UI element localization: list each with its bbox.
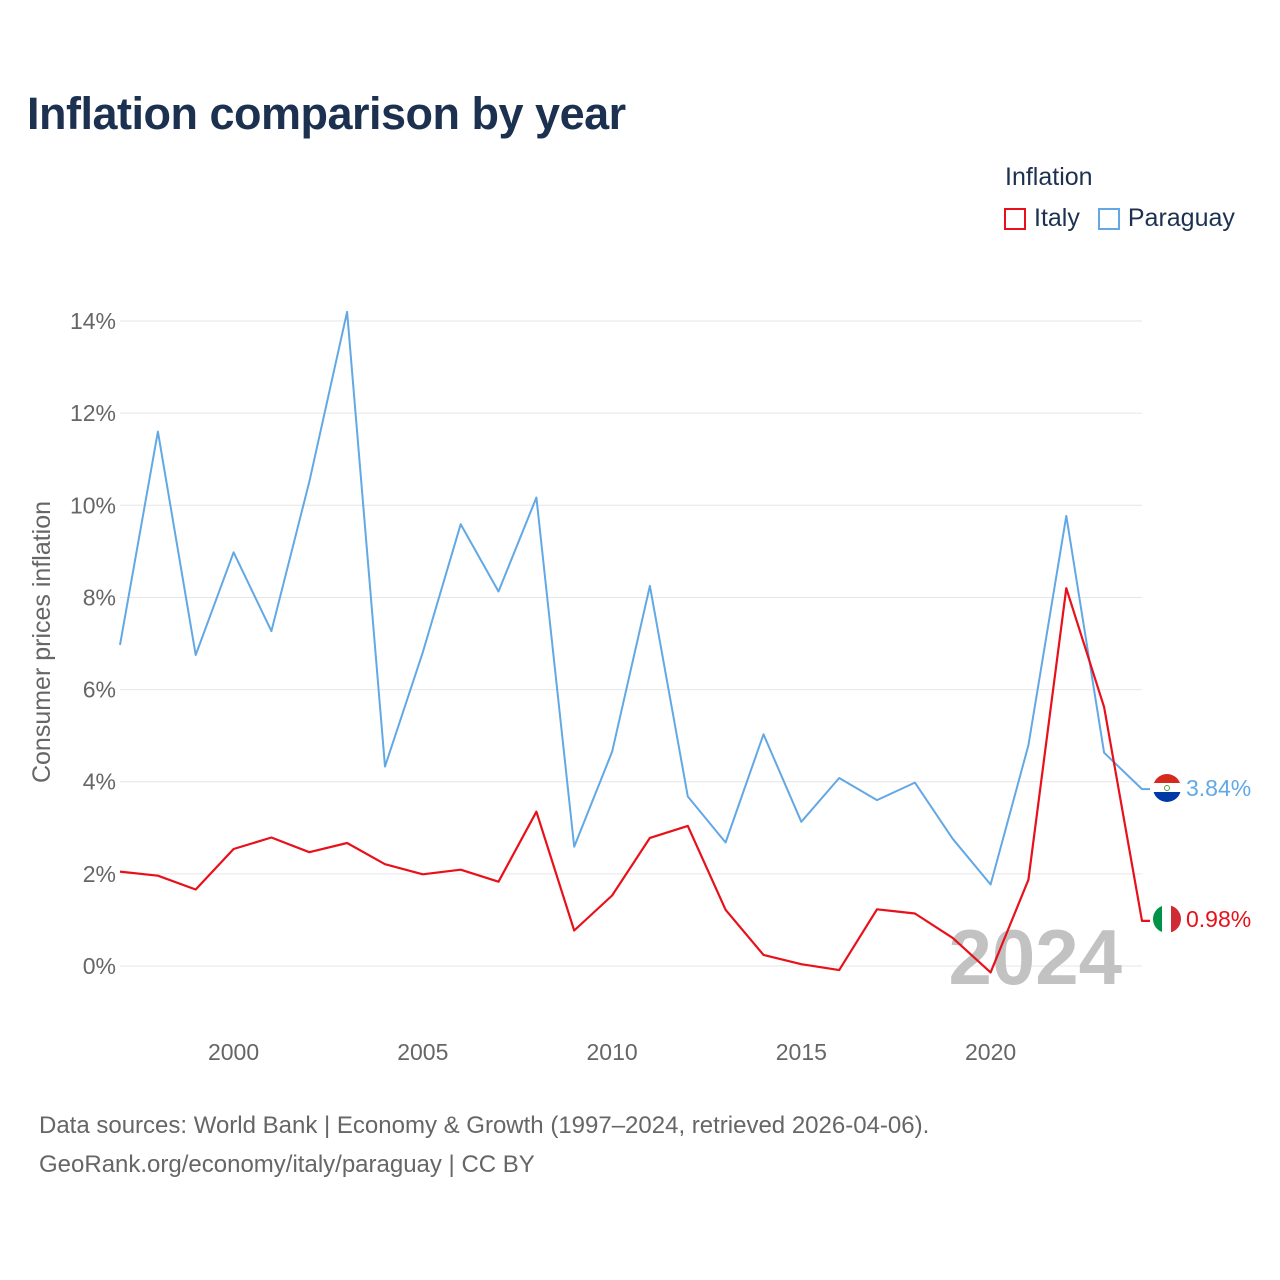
page-title: Inflation comparison by year: [27, 88, 626, 139]
data-sources: Data sources: World Bank | Economy & Gro…: [39, 1106, 929, 1184]
y-tick-label: 12%: [70, 400, 116, 426]
legend-item-paraguay[interactable]: Paraguay: [1097, 204, 1235, 233]
x-tick-label: 2015: [776, 1039, 827, 1065]
y-tick-label: 2%: [83, 861, 116, 887]
legend: Italy Paraguay: [1004, 204, 1253, 233]
legend-title: Inflation: [1005, 163, 1093, 191]
y-tick-label: 14%: [70, 308, 116, 334]
y-tick-label: 10%: [70, 492, 116, 518]
x-axis-ticks: 2000 2005 2010 2015 2020: [208, 1039, 1016, 1065]
y-tick-label: 4%: [83, 769, 116, 795]
italy-flag-icon: [1153, 905, 1181, 933]
series-line-italy[interactable]: [119, 587, 1150, 974]
x-tick-label: 2010: [586, 1039, 637, 1065]
y-axis-label: Consumer prices inflation: [28, 501, 56, 783]
paraguay-flag-icon: [1153, 774, 1181, 802]
year-watermark: 2024: [948, 913, 1122, 1001]
end-markers: 3.84% 0.98%: [1153, 774, 1251, 933]
line-chart: 0% 2% 4% 6% 8% 10% 12% 14% 2000 2005 2010 2015 2020…: [28, 308, 1251, 1065]
y-tick-label: 6%: [83, 677, 116, 703]
italy-end-label: 0.98%: [1186, 906, 1251, 932]
x-tick-label: 2000: [208, 1039, 259, 1065]
y-axis-ticks: 0% 2% 4% 6% 8% 10% 12% 14%: [70, 308, 116, 979]
legend-label-paraguay: Paraguay: [1127, 204, 1235, 232]
x-tick-label: 2005: [397, 1039, 448, 1065]
series-line-paraguay[interactable]: [119, 310, 1150, 886]
x-tick-label: 2020: [965, 1039, 1016, 1065]
y-tick-label: 8%: [83, 584, 116, 610]
sources-line-1: Data sources: World Bank | Economy & Gro…: [39, 1112, 930, 1139]
grid-lines: [120, 320, 1142, 967]
sources-line-2: GeoRank.org/economy/italy/paraguay | CC …: [39, 1151, 535, 1178]
y-tick-label: 0%: [83, 953, 116, 979]
series-lines: [119, 310, 1150, 974]
legend-swatch-italy: [1004, 207, 1026, 230]
legend-label-italy: Italy: [1034, 204, 1080, 232]
legend-item-italy[interactable]: Italy: [1004, 204, 1080, 233]
legend-swatch-paraguay: [1097, 207, 1120, 230]
paraguay-end-label: 3.84%: [1186, 775, 1251, 801]
